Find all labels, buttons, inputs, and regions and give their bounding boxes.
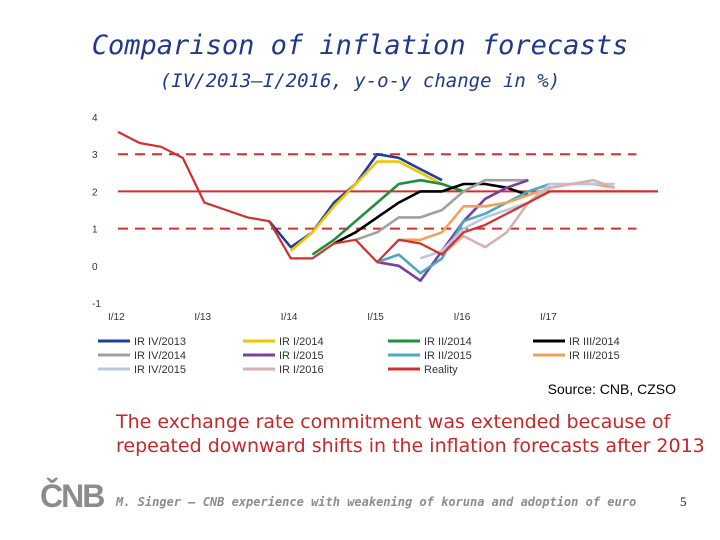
legend-label: IR II/2014 xyxy=(424,336,472,348)
legend-item: IR I/2015 xyxy=(243,350,324,362)
legend-item: Reality xyxy=(388,364,458,376)
series-line-ir-i-2015 xyxy=(376,178,529,283)
x-tick-label: I/13 xyxy=(194,312,211,323)
series-line-ir-i-2014 xyxy=(289,160,443,252)
legend-item: IR III/2014 xyxy=(533,336,620,348)
legend-item: IR II/2015 xyxy=(388,350,472,362)
y-tick-label: 3 xyxy=(92,150,98,161)
commentary-text: The exchange rate commitment was extende… xyxy=(116,411,705,457)
legend-item: IR II/2014 xyxy=(388,336,472,348)
slide-title: Comparison of inflation forecasts xyxy=(91,30,629,61)
y-tick-label: 2 xyxy=(92,187,98,198)
legend-label: IR IV/2014 xyxy=(134,350,186,362)
legend-label: IR I/2015 xyxy=(279,350,324,362)
x-tick-label: I/15 xyxy=(367,312,384,323)
legend-label: Reality xyxy=(424,364,458,376)
cnb-logo: ČNB xyxy=(40,478,105,514)
legend-item: IR IV/2013 xyxy=(98,336,186,348)
series-line-ir-ii-2014 xyxy=(311,178,465,256)
series-lines xyxy=(117,130,658,283)
y-axis-ticks: -1 0 1 2 3 4 xyxy=(92,113,101,310)
legend-item: IR IV/2015 xyxy=(98,364,186,376)
legend-label: IR III/2015 xyxy=(569,350,620,362)
chart-legend: IR IV/2013 IR I/2014 IR II/2014 IR III/2014… xyxy=(98,336,620,376)
legend-label: IR II/2015 xyxy=(424,350,472,362)
series-line-ir-iii-2014 xyxy=(333,182,529,245)
series-line-ir-iv-2014 xyxy=(355,178,529,242)
x-axis-ticks: I/12 I/13 I/14 I/15 I/16 I/17 xyxy=(108,312,557,323)
x-tick-label: I/14 xyxy=(281,312,298,323)
legend-item: IR III/2015 xyxy=(533,350,620,362)
source-note: Source: CNB, CZSO xyxy=(547,381,676,397)
y-tick-label: 1 xyxy=(92,225,98,236)
x-tick-label: I/16 xyxy=(454,312,471,323)
legend-item: IR I/2014 xyxy=(243,336,324,348)
series-line-ir-ii-2015 xyxy=(376,182,551,275)
y-tick-label: 0 xyxy=(92,262,98,273)
x-tick-label: I/17 xyxy=(540,312,557,323)
y-tick-label: -1 xyxy=(92,299,101,310)
legend-item: IR I/2016 xyxy=(243,364,324,376)
legend-label: IR IV/2013 xyxy=(134,336,186,348)
y-tick-label: 4 xyxy=(92,113,98,124)
legend-item: IR IV/2014 xyxy=(98,350,186,362)
legend-label: IR IV/2015 xyxy=(134,364,186,376)
legend-label: IR III/2014 xyxy=(569,336,620,348)
footer-text: M. Singer – CNB experience with weakenin… xyxy=(116,495,637,509)
legend-label: IR I/2016 xyxy=(279,364,324,376)
legend-label: IR I/2014 xyxy=(279,336,324,348)
slide-subtitle: (IV/2013–I/2016, y-o-y change in %) xyxy=(159,70,561,92)
series-line-ir-iv-2015 xyxy=(419,182,615,260)
x-tick-label: I/12 xyxy=(108,312,125,323)
series-line-reality xyxy=(117,130,658,264)
page-number: 5 xyxy=(680,494,687,509)
